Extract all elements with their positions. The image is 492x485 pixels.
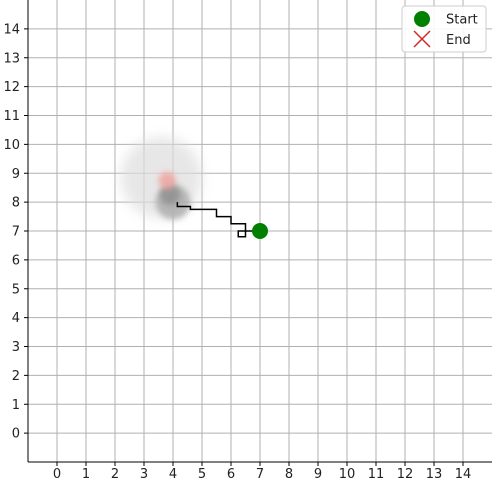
legend-end-marker xyxy=(413,30,431,48)
x-tick-label: 10 xyxy=(339,467,356,482)
x-tick-label: 4 xyxy=(169,467,177,482)
y-tick-label: 11 xyxy=(3,109,20,124)
grid xyxy=(28,0,492,462)
x-tick-label: 9 xyxy=(314,467,322,482)
x-tick-label: 3 xyxy=(140,467,148,482)
x-tick-label: 6 xyxy=(227,467,235,482)
x-tick-label: 2 xyxy=(111,467,119,482)
y-tick-label: 1 xyxy=(12,398,20,413)
heat-blobs xyxy=(120,136,202,220)
y-tick-label: 8 xyxy=(12,196,20,211)
legend-start-label: Start xyxy=(446,13,478,28)
trajectory xyxy=(176,202,260,238)
y-tick-label: 13 xyxy=(3,51,20,66)
x-tick-label: 11 xyxy=(368,467,385,482)
x-tick-label: 8 xyxy=(285,467,293,482)
legend: Start End xyxy=(401,5,487,53)
start-marker xyxy=(252,223,268,239)
y-tick-label: 2 xyxy=(12,369,20,384)
y-tick-label: 14 xyxy=(3,22,20,37)
markers xyxy=(252,223,268,239)
y-tick-label: 9 xyxy=(12,167,20,182)
x-tick-label: 0 xyxy=(53,467,61,482)
y-tick-label: 12 xyxy=(3,80,20,95)
legend-start-marker xyxy=(414,11,430,27)
heat-blob xyxy=(159,184,181,206)
y-tick-label: 6 xyxy=(12,253,20,268)
trajectory-line xyxy=(176,202,260,238)
x-tick-label: 12 xyxy=(397,467,414,482)
y-tick-label: 4 xyxy=(12,311,20,326)
y-tick-label: 10 xyxy=(3,138,20,153)
axes xyxy=(24,0,492,466)
legend-end-label: End xyxy=(446,33,471,48)
x-tick-label: 14 xyxy=(455,467,472,482)
y-tick-label: 7 xyxy=(12,225,20,240)
x-tick-label: 5 xyxy=(198,467,206,482)
heat-blob xyxy=(158,171,176,190)
x-tick-label: 7 xyxy=(256,467,264,482)
y-tick-label: 0 xyxy=(12,427,20,442)
y-tick-label: 3 xyxy=(12,340,20,355)
x-tick-label: 1 xyxy=(82,467,90,482)
x-tick-label: 13 xyxy=(426,467,443,482)
y-tick-label: 5 xyxy=(12,282,20,297)
